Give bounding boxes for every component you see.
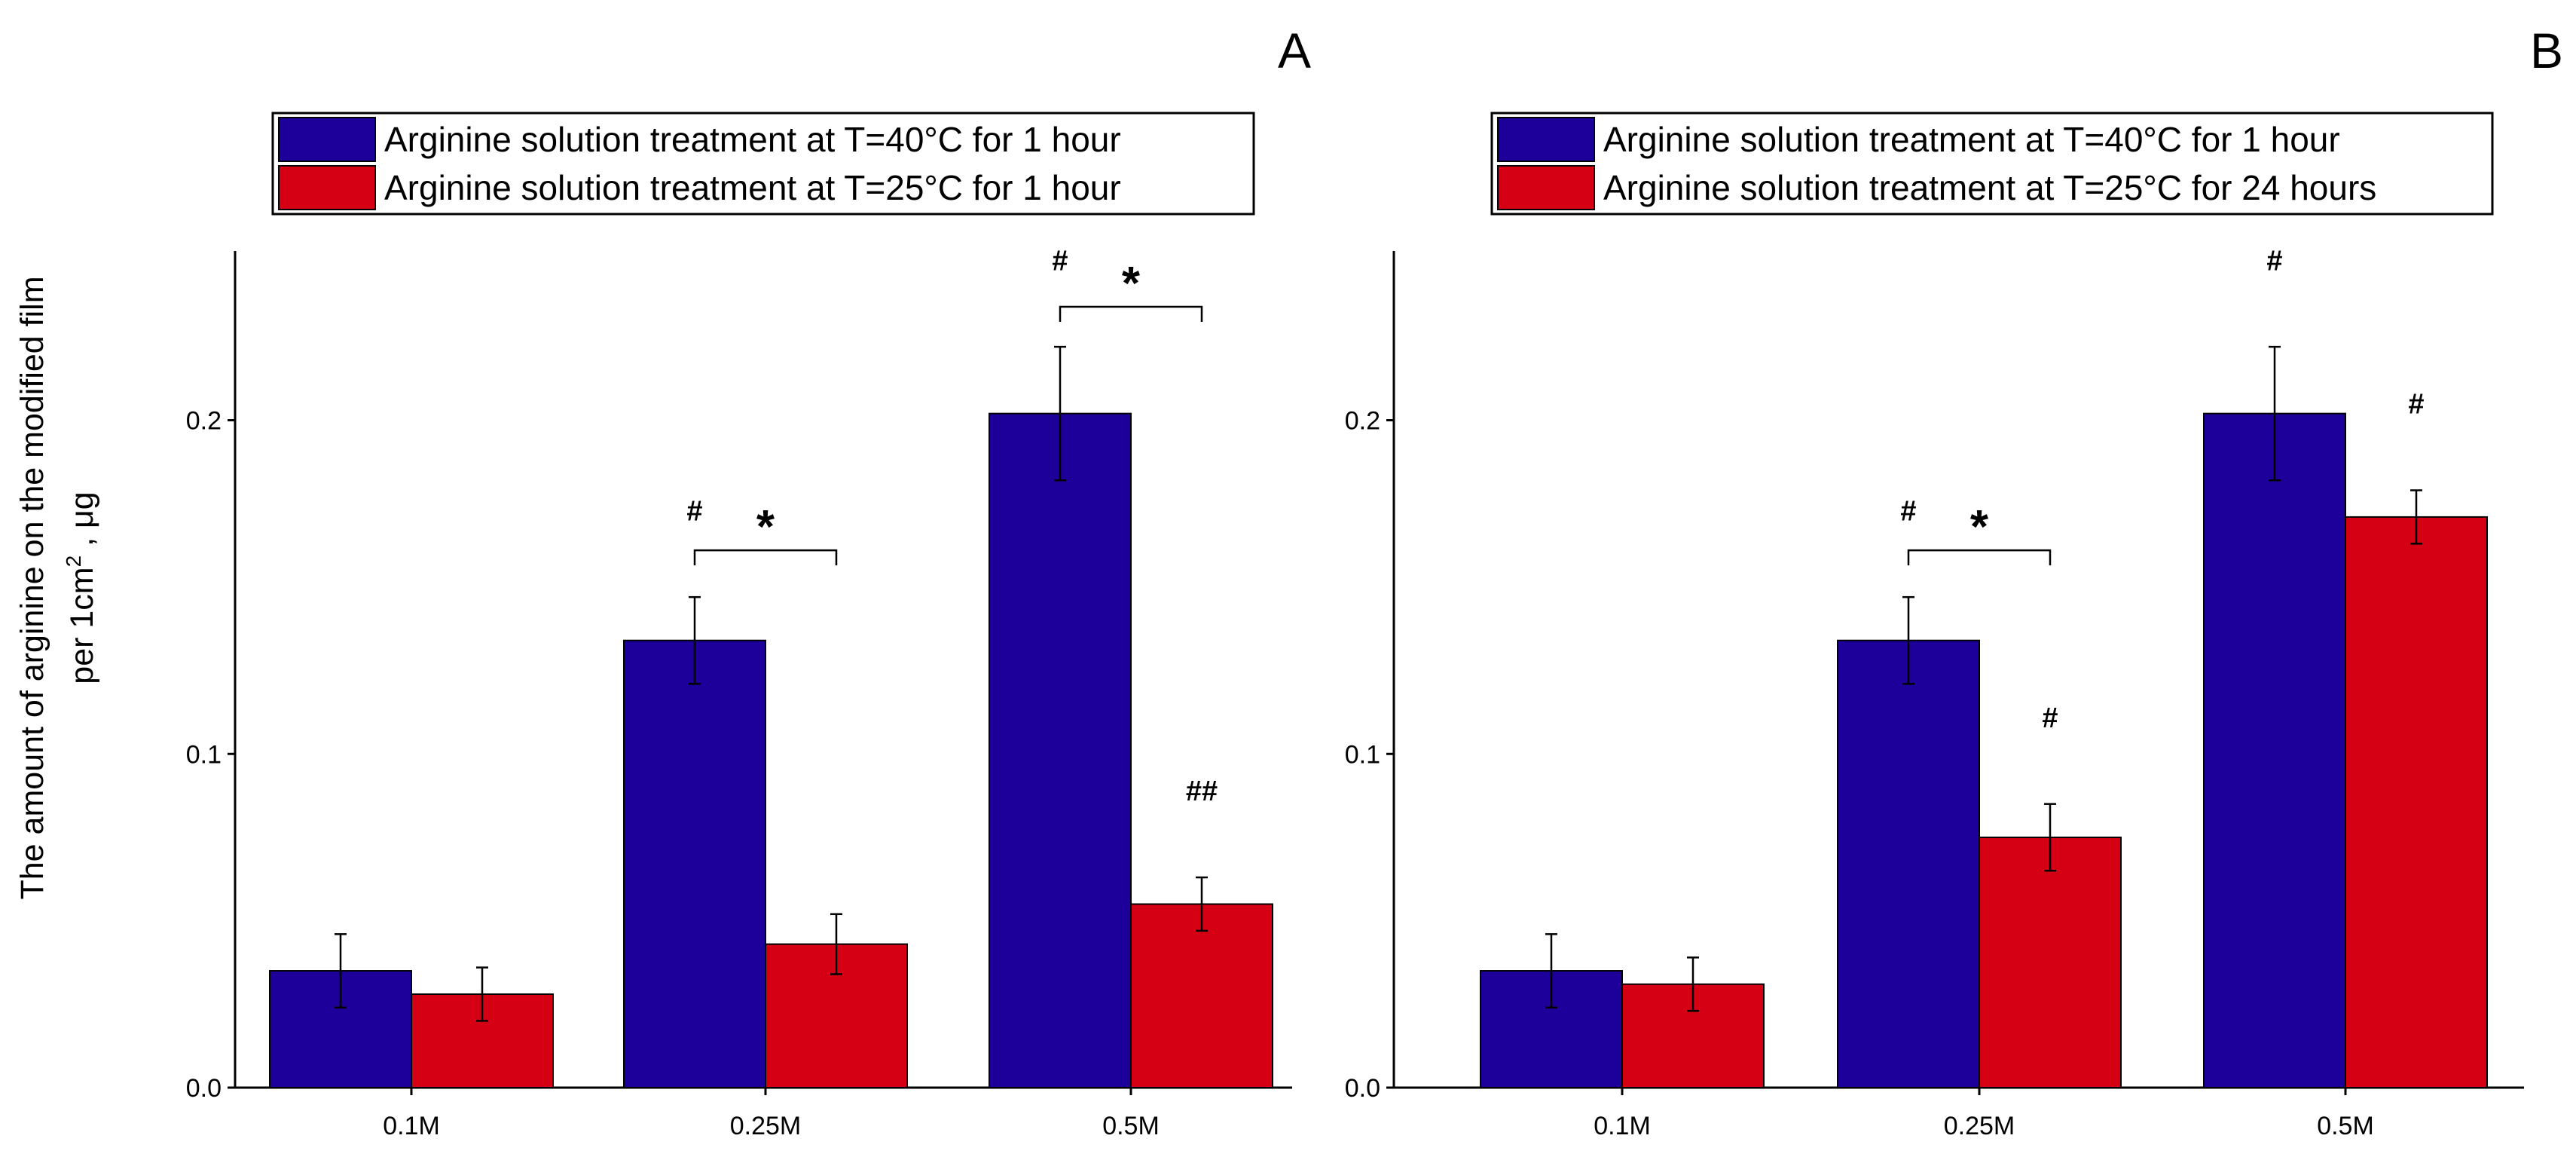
bar-series-1-0.5M (2203, 412, 2346, 1088)
chart-panel-b: B Arginine solution treatment at T=40°C f… (1345, 23, 2563, 1140)
significance-mark: # (2266, 245, 2282, 277)
legend-label-series-1: Arginine solution treatment at T=40°C fo… (384, 120, 1121, 159)
legend-label-series-2: Arginine solution treatment at T=25°C fo… (384, 168, 1121, 207)
legend-swatch-series-2 (1497, 165, 1595, 210)
legend-box (271, 112, 1255, 216)
y-axis-label-line1: The amount of arginine on the modified f… (14, 276, 50, 899)
y-tick-label: 0.2 (186, 407, 222, 436)
significance-mark: # (1900, 495, 1916, 527)
bar-series-2-0.25M (1979, 836, 2122, 1089)
bar-series-1-0.5M (989, 412, 1132, 1088)
y-tick-label: 0.0 (186, 1074, 222, 1103)
y-tick-label: 0.1 (186, 740, 222, 769)
comparison-asterisk: * (1970, 501, 1989, 553)
legend-swatch-series-1 (1497, 117, 1595, 162)
significance-mark: # (2042, 702, 2058, 734)
significance-mark: # (1052, 245, 1068, 277)
y-axis-label-prefix: per 1cm (64, 567, 100, 684)
x-tick-label: 0.25M (730, 1112, 802, 1140)
panel-label: A (1278, 23, 1311, 78)
comparison-bracket (693, 549, 838, 566)
x-tick-label: 0.1M (383, 1112, 440, 1140)
comparison-bracket (1907, 549, 2052, 566)
significance-mark: # (686, 495, 702, 527)
legend-box (1490, 112, 2494, 216)
bar-series-2-0.5M (2345, 516, 2488, 1088)
comparison-asterisk: * (756, 501, 775, 553)
y-tick-label: 0.2 (1345, 407, 1380, 436)
comparison-asterisk: * (1122, 258, 1141, 310)
panel-label: B (2530, 23, 2563, 78)
significance-mark: ## (1186, 776, 1218, 807)
bar-series-1-0.25M (1837, 639, 1980, 1088)
legend: Arginine solution treatment at T=40°C fo… (1490, 112, 2494, 216)
legend-swatch-series-1 (278, 117, 376, 162)
legend-label-series-1: Arginine solution treatment at T=40°C fo… (1603, 120, 2340, 159)
y-axis-label-suffix: , μg (64, 491, 100, 555)
y-axis-label: The amount of arginine on the modified f… (14, 276, 100, 899)
y-tick-label: 0.0 (1345, 1074, 1380, 1103)
x-tick-label: 0.25M (1944, 1112, 2015, 1140)
legend-label-series-2: Arginine solution treatment at T=25°C fo… (1603, 168, 2376, 207)
bar-series-1-0.25M (623, 639, 766, 1088)
x-tick-label: 0.1M (1594, 1112, 1651, 1140)
bar-series-1-0.1M (269, 970, 412, 1088)
legend: Arginine solution treatment at T=40°C fo… (271, 112, 1255, 216)
x-tick-label: 0.5M (1102, 1112, 1160, 1140)
significance-mark: # (2408, 389, 2424, 421)
comparison-bracket (1059, 305, 1203, 322)
y-axis-label-line2: per 1cm2 , μg (62, 491, 100, 684)
chart-panel-a: A Arginine solution treatment at T=40°C f… (186, 23, 1311, 1140)
y-axis-label-superscript: 2 (62, 555, 85, 568)
y-tick-label: 0.1 (1345, 740, 1380, 769)
bar-series-2-0.5M (1130, 903, 1273, 1089)
x-tick-label: 0.5M (2317, 1112, 2374, 1140)
legend-swatch-series-2 (278, 165, 376, 210)
